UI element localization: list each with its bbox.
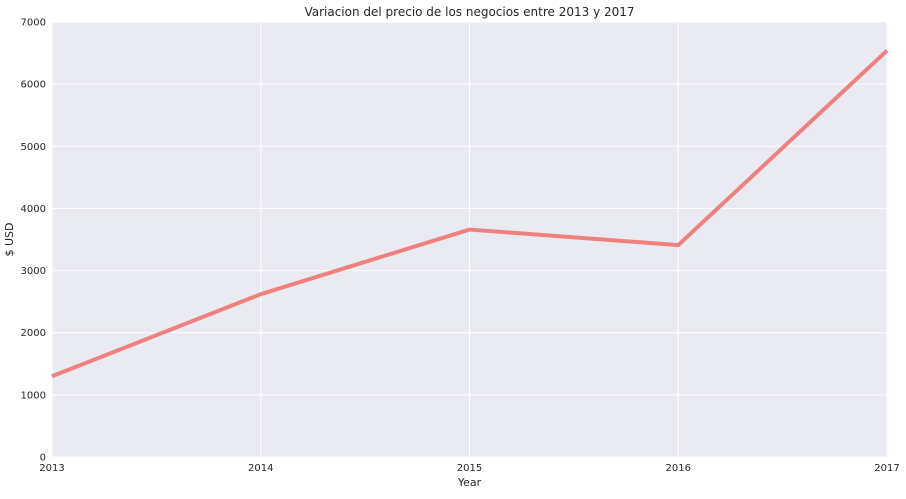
y-axis-label: $ USD bbox=[3, 223, 16, 257]
y-tick-label: 4000 bbox=[21, 204, 46, 215]
data-point bbox=[468, 228, 472, 232]
data-point bbox=[885, 49, 889, 53]
series-layer bbox=[50, 49, 889, 379]
grid-lines bbox=[51, 21, 888, 458]
x-tick-label: 2016 bbox=[666, 463, 691, 474]
x-tick-label: 2014 bbox=[248, 463, 273, 474]
chart-title: Variacion del precio de los negocios ent… bbox=[304, 5, 634, 19]
y-tick-label: 3000 bbox=[21, 266, 46, 277]
tick-labels: 0 1000 2000 3000 4000 5000 6000 7000 2013 2014 201… bbox=[21, 18, 900, 475]
x-tick-label: 2015 bbox=[457, 463, 482, 474]
x-tick-label: 2013 bbox=[39, 463, 64, 474]
y-tick-label: 7000 bbox=[21, 18, 46, 29]
y-tick-label: 1000 bbox=[21, 390, 46, 401]
x-axis-label: Year bbox=[457, 476, 482, 489]
y-tick-label: 0 bbox=[40, 453, 46, 464]
data-point bbox=[50, 374, 54, 378]
y-tick-label: 5000 bbox=[21, 142, 46, 153]
data-point bbox=[259, 292, 263, 296]
data-point bbox=[676, 243, 680, 247]
y-tick-label: 6000 bbox=[21, 80, 46, 91]
y-tick-label: 2000 bbox=[21, 328, 46, 339]
x-tick-label: 2017 bbox=[874, 463, 899, 474]
series-line bbox=[51, 49, 889, 379]
